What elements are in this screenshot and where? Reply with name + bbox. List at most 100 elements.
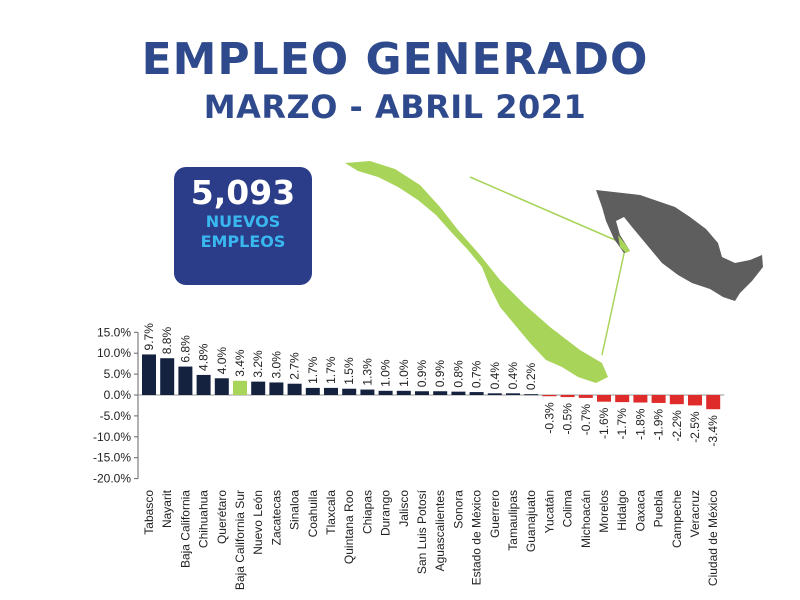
data-label: 3.2% bbox=[251, 350, 265, 378]
category-label: Jalisco bbox=[397, 490, 411, 527]
category-label: Morelos bbox=[597, 490, 611, 533]
data-label: 1.0% bbox=[379, 359, 393, 387]
page-subtitle: MARZO - ABRIL 2021 bbox=[203, 88, 587, 126]
bar bbox=[396, 390, 411, 395]
data-label: 0.8% bbox=[451, 360, 465, 388]
data-label: -3.4% bbox=[706, 415, 720, 447]
category-label: San Luis Potosí bbox=[415, 489, 429, 574]
category-label: Nayarit bbox=[160, 489, 174, 528]
y-tick-label: 0.0% bbox=[104, 388, 132, 402]
category-label: Baja California bbox=[178, 490, 192, 568]
data-label: 9.7% bbox=[142, 323, 156, 351]
bar bbox=[269, 382, 284, 395]
bar bbox=[142, 354, 156, 395]
category-label: Durango bbox=[379, 490, 393, 536]
bar bbox=[651, 395, 666, 403]
bar bbox=[324, 387, 338, 395]
bar bbox=[178, 366, 193, 395]
data-label: 3.4% bbox=[233, 349, 247, 377]
category-label: Oaxaca bbox=[633, 490, 647, 532]
bar bbox=[669, 395, 684, 405]
data-label: 8.8% bbox=[160, 327, 174, 355]
category-label: Tabasco bbox=[142, 490, 156, 535]
bar bbox=[214, 378, 229, 395]
bar bbox=[378, 390, 393, 395]
data-label: 3.0% bbox=[269, 351, 283, 379]
category-label: Zacatecas bbox=[269, 490, 283, 545]
connector-line-bottom bbox=[601, 248, 626, 356]
data-label: 1.7% bbox=[306, 356, 320, 384]
category-label: Sinaloa bbox=[288, 490, 302, 530]
category-label: Tlaxcala bbox=[324, 490, 338, 535]
category-label: Ciudad de México bbox=[706, 490, 720, 586]
new-jobs-count: 5,093 bbox=[190, 173, 296, 212]
bar bbox=[506, 393, 520, 395]
data-label: 0.7% bbox=[470, 360, 484, 388]
data-label: 0.9% bbox=[415, 360, 429, 388]
bar bbox=[469, 392, 484, 395]
category-label: Baja California Sur bbox=[233, 490, 247, 590]
data-label: -2.5% bbox=[688, 411, 702, 443]
bar bbox=[633, 395, 648, 403]
new-jobs-label-line2: EMPLEOS bbox=[200, 232, 286, 251]
y-tick-label: -10.0% bbox=[93, 430, 131, 444]
category-label: Coahuila bbox=[306, 490, 320, 538]
data-label: 0.9% bbox=[433, 360, 447, 388]
data-label: -0.7% bbox=[579, 404, 593, 436]
data-label: 1.3% bbox=[360, 358, 374, 386]
data-label: -1.6% bbox=[597, 407, 611, 439]
bar bbox=[433, 391, 448, 395]
baja-california-sur-map-icon bbox=[345, 161, 608, 383]
category-label: Yucatán bbox=[542, 490, 556, 533]
category-label: Hidalgo bbox=[615, 490, 629, 531]
data-label: 6.8% bbox=[178, 335, 192, 363]
bar bbox=[524, 394, 539, 396]
bar bbox=[597, 395, 611, 402]
y-tick-label: -5.0% bbox=[100, 409, 132, 423]
category-label: Campeche bbox=[670, 490, 684, 548]
category-label: Estado de México bbox=[470, 490, 484, 586]
category-label: Veracruz bbox=[688, 490, 702, 537]
y-tick-label: 5.0% bbox=[104, 367, 132, 381]
bar bbox=[287, 383, 302, 395]
data-label: -0.5% bbox=[561, 403, 575, 435]
category-label: Quintana Roo bbox=[342, 490, 356, 564]
data-label: -1.9% bbox=[652, 409, 666, 441]
map-graphic bbox=[345, 161, 763, 383]
category-label: Guanajuato bbox=[524, 490, 538, 552]
bar bbox=[415, 391, 429, 395]
bar bbox=[305, 387, 320, 395]
data-label: 4.8% bbox=[197, 343, 211, 371]
category-label: Sonora bbox=[451, 490, 465, 529]
page-title: EMPLEO GENERADO bbox=[141, 34, 649, 85]
connector-line-top bbox=[469, 176, 623, 244]
data-label: 2.7% bbox=[288, 352, 302, 380]
data-label: -1.7% bbox=[615, 408, 629, 440]
y-tick-label: -20.0% bbox=[93, 472, 131, 486]
bar bbox=[233, 380, 247, 395]
bar bbox=[251, 381, 266, 395]
data-label: 0.4% bbox=[488, 362, 502, 390]
data-label: -0.3% bbox=[542, 402, 556, 434]
bar bbox=[487, 393, 502, 395]
mexico-map-icon bbox=[596, 190, 763, 301]
category-label: Nuevo León bbox=[251, 490, 265, 555]
data-label: 1.5% bbox=[342, 357, 356, 385]
category-label: Puebla bbox=[652, 490, 666, 528]
bar bbox=[160, 358, 175, 395]
category-label: Querétaro bbox=[215, 490, 229, 544]
category-label: Chiapas bbox=[360, 490, 374, 534]
bar bbox=[342, 388, 357, 395]
y-tick-label: 10.0% bbox=[97, 346, 131, 360]
data-label: 1.0% bbox=[397, 359, 411, 387]
category-label: Michoacán bbox=[579, 490, 593, 548]
category-label: Chihuahua bbox=[197, 490, 211, 548]
data-label: -1.8% bbox=[633, 408, 647, 440]
bar bbox=[360, 389, 375, 395]
data-label: -2.2% bbox=[670, 410, 684, 442]
bar bbox=[542, 395, 557, 397]
category-label: Guerrero bbox=[488, 490, 502, 538]
y-tick-label: 15.0% bbox=[97, 325, 131, 339]
bar bbox=[560, 395, 575, 398]
